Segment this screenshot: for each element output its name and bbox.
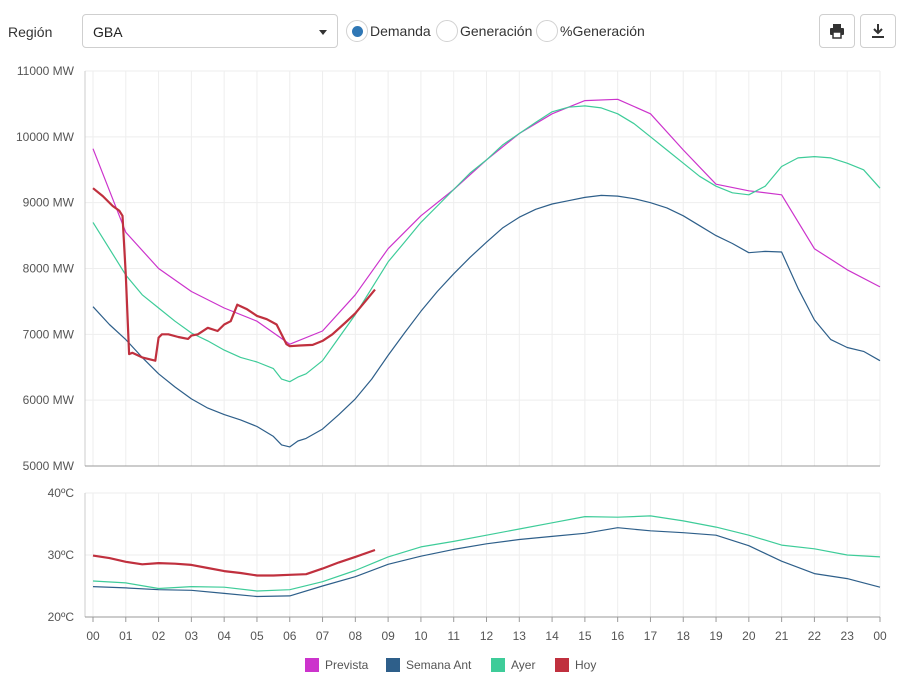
- legend-swatch: [305, 658, 319, 672]
- x-tick-label: 00: [873, 629, 887, 643]
- print-button[interactable]: [819, 14, 855, 48]
- radio-porcentaje-generacion[interactable]: %Generación: [536, 18, 645, 44]
- demand-ytick-label: 9000 MW: [23, 196, 75, 210]
- series-line-semana-ant: [92, 527, 881, 598]
- x-tick-label: 18: [677, 629, 691, 643]
- temperature-ytick-label: 40ºC: [48, 486, 75, 500]
- region-select[interactable]: GBA: [82, 14, 338, 48]
- x-tick-label: 23: [841, 629, 855, 643]
- legend-item-prevista[interactable]: Prevista: [305, 657, 368, 673]
- series-line-semana-ant: [92, 194, 881, 448]
- chevron-down-icon: [319, 30, 327, 35]
- radio-generacion[interactable]: Generación: [436, 18, 532, 44]
- x-tick-label: 01: [119, 629, 133, 643]
- temperature-ytick-label: 20ºC: [48, 610, 75, 624]
- radio-demanda-circle: [346, 20, 368, 42]
- demand-ytick-label: 5000 MW: [23, 459, 75, 473]
- radio-demanda-label: Demanda: [370, 23, 431, 39]
- x-tick-label: 21: [775, 629, 789, 643]
- legend-swatch: [491, 658, 505, 672]
- x-tick-label: 03: [185, 629, 199, 643]
- legend-label: Hoy: [575, 658, 597, 672]
- legend-swatch: [555, 658, 569, 672]
- x-tick-label: 10: [414, 629, 428, 643]
- x-tick-label: 15: [578, 629, 592, 643]
- x-tick-label: 20: [742, 629, 756, 643]
- x-tick-label: 00: [86, 629, 100, 643]
- legend-label: Semana Ant: [406, 658, 472, 672]
- x-tick-label: 13: [513, 629, 527, 643]
- x-tick-label: 14: [545, 629, 559, 643]
- region-label: Región: [8, 24, 53, 40]
- x-tick-label: 07: [316, 629, 330, 643]
- demand-ytick-label: 10000 MW: [16, 130, 75, 144]
- printer-icon: [830, 24, 844, 39]
- radio-generacion-circle: [436, 20, 458, 42]
- legend-item-hoy[interactable]: Hoy: [555, 657, 596, 673]
- x-tick-label: 22: [808, 629, 822, 643]
- demand-ytick-label: 8000 MW: [23, 262, 75, 276]
- series-line-ayer: [92, 105, 881, 383]
- x-tick-label: 12: [480, 629, 494, 643]
- x-tick-label: 17: [644, 629, 658, 643]
- x-tick-label: 05: [250, 629, 264, 643]
- x-tick-label: 16: [611, 629, 625, 643]
- legend-item-ayer[interactable]: Ayer: [491, 657, 535, 673]
- radio-generacion-label: Generación: [460, 23, 533, 39]
- series-line-hoy: [92, 187, 376, 362]
- radio-porcentaje-generacion-label: %Generación: [560, 23, 645, 39]
- legend-swatch: [386, 658, 400, 672]
- chart-area: 11000 MW 10000 MW 9000 MW 8000 MW 7000 MW 600…: [16, 64, 887, 643]
- series-line-ayer: [92, 515, 881, 592]
- radio-selected-dot: [351, 25, 363, 37]
- demand-ytick-label: 11000 MW: [17, 64, 75, 78]
- x-tick-label: 11: [447, 629, 460, 643]
- legend-item-semana-ant[interactable]: Semana Ant: [386, 657, 471, 673]
- x-tick-label: 19: [709, 629, 723, 643]
- download-icon: [872, 24, 884, 38]
- radio-demanda[interactable]: Demanda: [346, 18, 431, 44]
- legend-label: Ayer: [511, 658, 536, 672]
- x-tick-label: 02: [152, 629, 166, 643]
- download-button[interactable]: [860, 14, 896, 48]
- x-tick-label: 04: [217, 629, 231, 643]
- demand-ytick-label: 6000 MW: [23, 393, 75, 407]
- region-select-value: GBA: [93, 24, 123, 40]
- x-tick-label: 06: [283, 629, 297, 643]
- radio-porcentaje-generacion-circle: [536, 20, 558, 42]
- x-tick-label: 09: [381, 629, 395, 643]
- legend-label: Prevista: [325, 658, 369, 672]
- demand-ytick-label: 7000 MW: [23, 327, 75, 341]
- temperature-ytick-label: 30ºC: [48, 548, 75, 562]
- x-tick-label: 08: [349, 629, 363, 643]
- series-line-hoy: [92, 548, 376, 577]
- toolbar: Región GBA Demanda Generación %Generació…: [0, 0, 905, 64]
